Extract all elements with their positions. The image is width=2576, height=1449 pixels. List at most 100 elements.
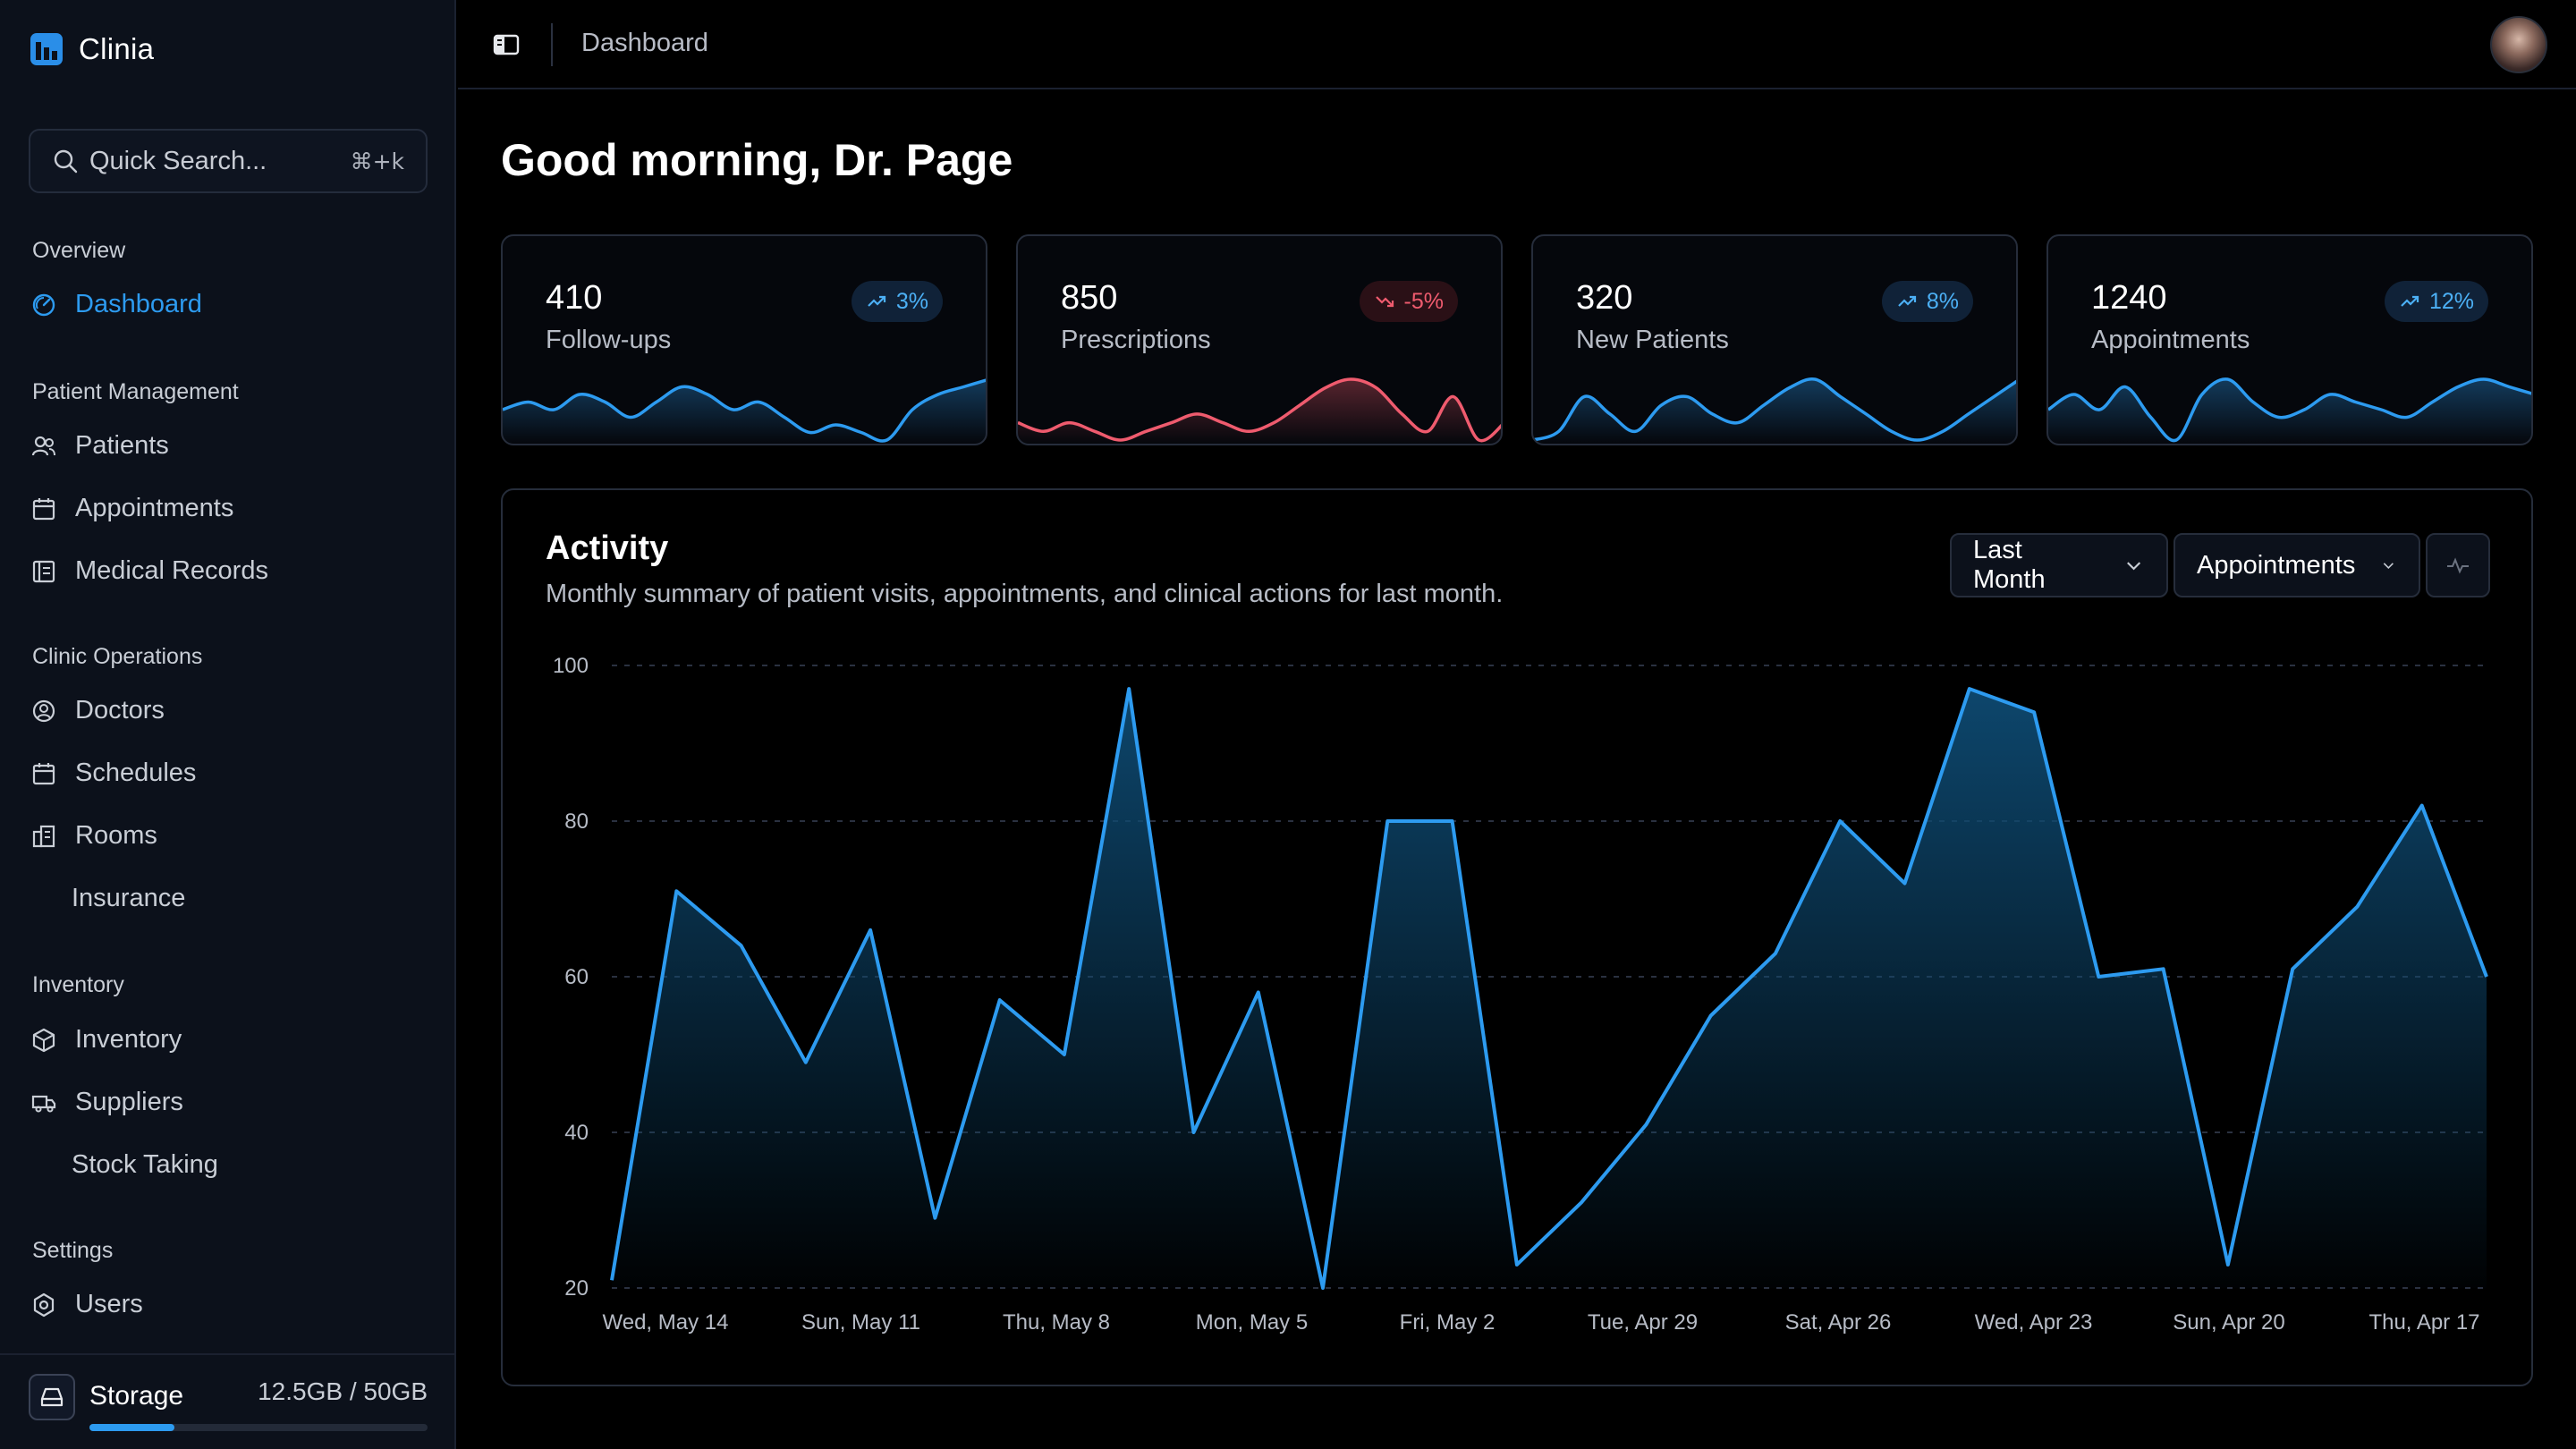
sidebar-item-appointments[interactable]: Appointments — [30, 494, 233, 523]
x-tick-label: Wed, May 14 — [603, 1310, 729, 1335]
sidebar-item-insurance[interactable]: Insurance — [72, 884, 185, 913]
users-icon — [30, 433, 57, 460]
sidebar-item-users[interactable]: Users — [30, 1290, 143, 1319]
storage-widget[interactable]: Storage 12.5GB / 50GB — [29, 1374, 428, 1433]
sidebar-item-schedules[interactable]: Schedules — [30, 758, 196, 788]
nav-section-inventory: Inventory — [32, 972, 124, 997]
stat-card-new-patients[interactable]: 320 New Patients 8% — [1531, 234, 2018, 445]
trend-value: 12% — [2428, 288, 2474, 314]
sparkline-line — [503, 378, 986, 443]
trend-up-icon — [868, 295, 886, 307]
y-tick-label: 80 — [564, 809, 589, 834]
package-icon — [30, 1027, 57, 1054]
building-icon — [30, 823, 57, 850]
sidebar-item-label: Schedules — [75, 758, 197, 787]
brand[interactable]: Clinia — [30, 32, 154, 66]
stat-card-appointments[interactable]: 1240 Appointments 12% — [2046, 234, 2533, 445]
y-tick-label: 60 — [564, 965, 589, 989]
stat-value: 850 — [1061, 279, 1118, 317]
nav-section-clinic-operations: Clinic Operations — [32, 644, 203, 669]
range-select-value: Last Month — [1973, 536, 2046, 594]
sidebar-item-rooms[interactable]: Rooms — [30, 821, 157, 851]
activity-area — [612, 689, 2487, 1288]
x-tick-label: Sun, Apr 20 — [2173, 1310, 2284, 1335]
calendar-icon — [30, 496, 57, 522]
sparkline-area — [1533, 378, 2016, 444]
settings-icon — [30, 1292, 57, 1318]
sparkline — [1018, 377, 1501, 444]
stat-card-prescriptions[interactable]: 850 Prescriptions -5% — [1016, 234, 1503, 445]
stat-label: Prescriptions — [1061, 326, 1211, 354]
trend-value: 8% — [1926, 288, 1959, 314]
chart-type-button[interactable] — [2426, 533, 2490, 597]
stat-label: New Patients — [1576, 326, 1729, 354]
stat-value: 320 — [1576, 279, 1633, 317]
user-circle-icon — [30, 698, 57, 724]
metric-select-value: Appointments — [2197, 550, 2356, 580]
activity-subtitle: Monthly summary of patient visits, appoi… — [546, 580, 1504, 608]
records-icon — [30, 558, 57, 585]
storage-value: 12.5GB / 50GB — [258, 1377, 428, 1405]
storage-progress-fill — [89, 1424, 174, 1431]
sidebar-item-stock-taking[interactable]: Stock Taking — [72, 1150, 218, 1180]
breadcrumb: Dashboard — [581, 29, 708, 57]
activity-chart: 100 80 60 40 20 Wed, May 14 Sun, May 11 Thu, Ma… — [553, 654, 2488, 1335]
sidebar-item-inventory[interactable]: Inventory — [30, 1025, 182, 1055]
clinia-logo-icon — [30, 33, 63, 65]
y-tick-label: 100 — [553, 654, 589, 678]
sidebar-item-label: Medical Records — [75, 556, 268, 585]
trend-badge: 8% — [1881, 281, 1973, 322]
chevron-down-icon — [2384, 563, 2394, 569]
sidebar-item-suppliers[interactable]: Suppliers — [30, 1088, 183, 1117]
sparkline-line — [1018, 377, 1501, 443]
sidebar-toggle-icon[interactable] — [492, 30, 521, 59]
page-title: Good morning, Dr. Page — [501, 135, 1013, 185]
search-shortcut: ⌘+k — [350, 148, 404, 174]
calendar-icon — [30, 760, 57, 787]
header-separator — [551, 23, 553, 66]
truck-icon — [30, 1089, 57, 1116]
sidebar-item-label: Stock Taking — [72, 1150, 218, 1179]
sidebar-item-doctors[interactable]: Doctors — [30, 696, 165, 725]
activity-panel: Activity Monthly summary of patient visi… — [501, 488, 2533, 1386]
y-tick-label: 40 — [564, 1121, 589, 1145]
trend-up-icon — [1898, 295, 1916, 307]
sidebar-item-label: Patients — [75, 431, 169, 460]
sidebar-item-dashboard[interactable]: Dashboard — [30, 290, 202, 319]
activity-series-line — [610, 687, 2488, 1290]
quick-search[interactable]: Quick Search... ⌘+k — [29, 129, 428, 193]
nav-section-settings: Settings — [32, 1238, 114, 1263]
sparkline-line — [2048, 377, 2531, 443]
hard-drive-icon — [29, 1374, 75, 1420]
search-icon — [54, 149, 78, 174]
storage-divider — [0, 1353, 456, 1355]
x-tick-label: Thu, Apr 17 — [2368, 1310, 2479, 1335]
x-tick-label: Sat, Apr 26 — [1785, 1310, 1892, 1335]
metric-select[interactable]: Appointments — [2174, 533, 2420, 597]
search-placeholder: Quick Search... — [89, 146, 267, 175]
app-name: Clinia — [79, 32, 155, 65]
sidebar-item-patients[interactable]: Patients — [30, 431, 169, 461]
chevron-down-icon — [2126, 562, 2140, 571]
sidebar-item-label: Doctors — [75, 696, 165, 724]
range-select[interactable]: Last Month — [1950, 533, 2168, 597]
nav-section-patient-management: Patient Management — [32, 379, 239, 404]
sparkline-line — [1533, 377, 2016, 442]
trend-value: 3% — [895, 288, 928, 314]
trend-up-icon — [2401, 295, 2419, 307]
x-tick-label: Thu, May 8 — [1003, 1310, 1110, 1335]
trend-badge: 12% — [2384, 281, 2488, 322]
sidebar-item-label: Suppliers — [75, 1088, 183, 1116]
sparkline-area — [1018, 379, 1501, 444]
sparkline — [503, 378, 986, 444]
dashboard-icon — [30, 292, 57, 318]
storage-progress-track — [89, 1424, 428, 1431]
sparkline-area — [503, 380, 986, 444]
activity-title: Activity — [546, 530, 669, 567]
sidebar-item-label: Appointments — [75, 494, 234, 522]
avatar[interactable] — [2490, 16, 2547, 73]
stat-label: Appointments — [2091, 326, 2250, 354]
stat-card-follow-ups[interactable]: 410 Follow-ups 3% — [501, 234, 987, 445]
sidebar-item-medical-records[interactable]: Medical Records — [30, 556, 268, 586]
sidebar-item-label: Users — [75, 1290, 143, 1318]
